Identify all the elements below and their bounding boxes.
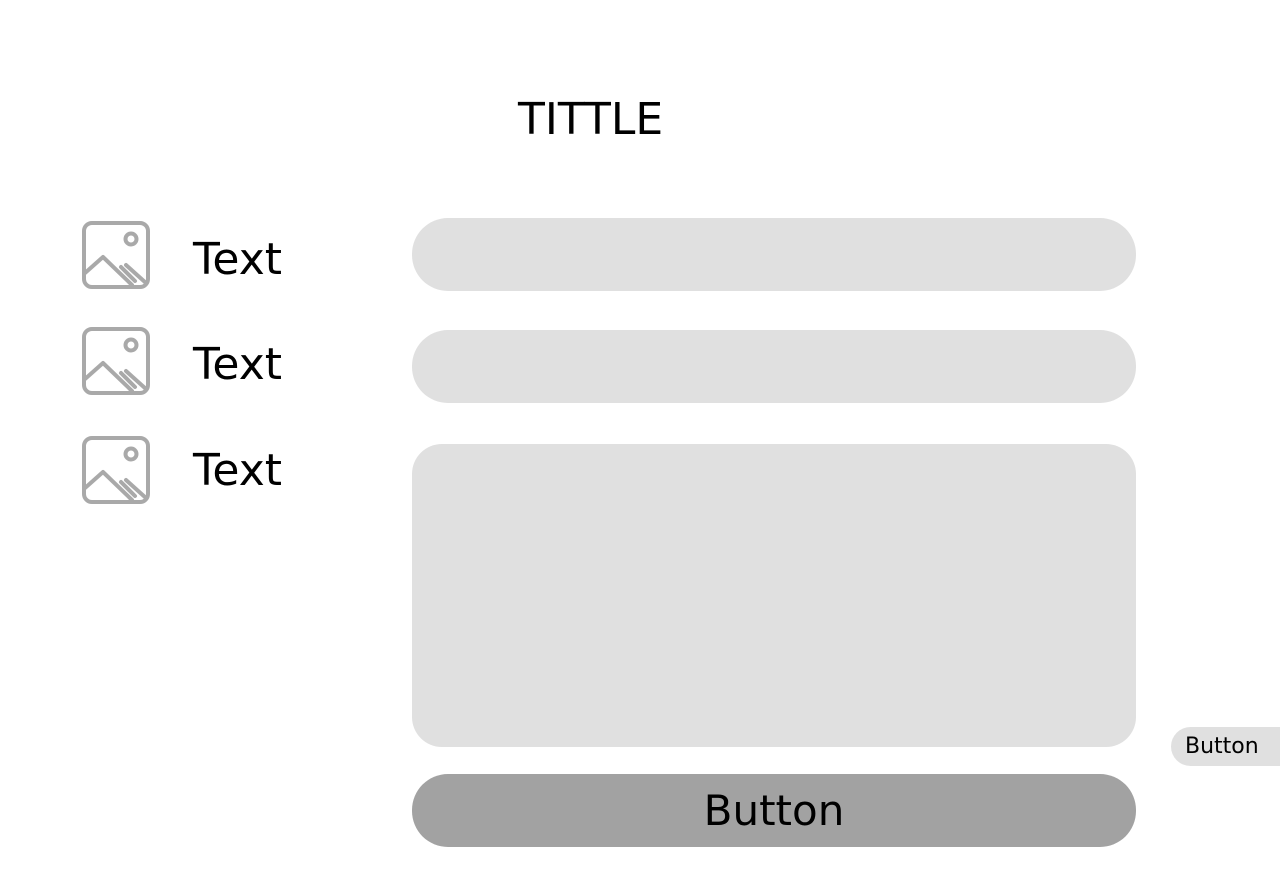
image-placeholder-icon [82, 436, 150, 504]
text-field-2[interactable] [412, 330, 1136, 403]
row-label-3: Text [193, 445, 282, 496]
side-button[interactable]: Button [1171, 727, 1280, 766]
image-placeholder-icon [82, 221, 150, 289]
text-field-1[interactable] [412, 218, 1136, 291]
page-title: TITTLE [518, 94, 664, 145]
text-area[interactable] [412, 444, 1136, 747]
image-placeholder-icon [82, 327, 150, 395]
submit-button[interactable]: Button [412, 774, 1136, 847]
row-label-2: Text [193, 339, 282, 390]
row-label-1: Text [193, 234, 282, 285]
